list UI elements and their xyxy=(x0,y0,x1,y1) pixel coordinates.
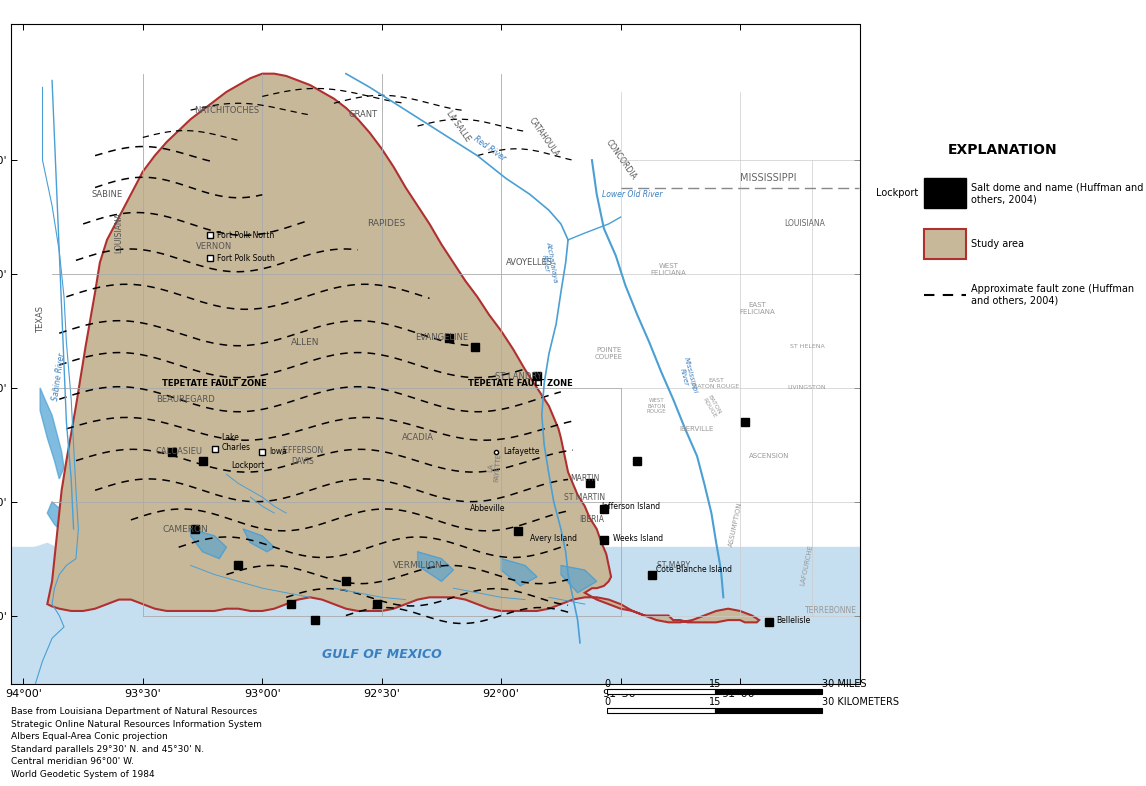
Text: ASSUMPTION: ASSUMPTION xyxy=(728,501,743,547)
Text: VERNON: VERNON xyxy=(196,242,233,252)
Polygon shape xyxy=(0,547,884,684)
Text: 15: 15 xyxy=(708,678,721,689)
Text: ST MARTIN: ST MARTIN xyxy=(564,493,605,501)
Text: Approximate fault zone (Huffman
and others, 2004): Approximate fault zone (Huffman and othe… xyxy=(971,284,1135,306)
Text: EAST
BATON ROUGE: EAST BATON ROUGE xyxy=(693,378,739,389)
Text: AVOYELLES: AVOYELLES xyxy=(507,258,554,267)
Text: Lockport: Lockport xyxy=(231,461,265,470)
Text: ASCENSION: ASCENSION xyxy=(748,454,788,459)
Text: MISSISSIPPI: MISSISSIPPI xyxy=(740,174,796,183)
Text: GULF OF MEXICO: GULF OF MEXICO xyxy=(322,648,441,661)
Text: Bellelisle: Bellelisle xyxy=(776,615,810,625)
Text: ALLEN: ALLEN xyxy=(291,338,320,347)
Polygon shape xyxy=(0,542,860,684)
Text: Cote Blanche Island: Cote Blanche Island xyxy=(657,565,732,575)
Text: Red River: Red River xyxy=(471,134,507,163)
Text: BEAUREGARD: BEAUREGARD xyxy=(157,395,215,404)
Text: Lake
Charles: Lake Charles xyxy=(221,433,251,452)
Text: CALCASIEU: CALCASIEU xyxy=(155,447,202,456)
Text: Lockport: Lockport xyxy=(877,189,918,198)
Text: TEXAS: TEXAS xyxy=(36,306,45,333)
Text: TEPETATE FAULT ZONE: TEPETATE FAULT ZONE xyxy=(162,379,267,387)
Text: 15: 15 xyxy=(708,697,721,707)
Text: Fort Polk North: Fort Polk North xyxy=(217,231,274,240)
Text: Lafayette: Lafayette xyxy=(503,447,540,456)
Text: LOUISIANA: LOUISIANA xyxy=(784,219,825,229)
Text: EVANGELINE: EVANGELINE xyxy=(415,333,468,342)
Text: VERMILION: VERMILION xyxy=(393,561,442,570)
Text: Jefferson Island: Jefferson Island xyxy=(602,501,660,511)
Text: CAMERON: CAMERON xyxy=(163,524,209,534)
Bar xyxy=(607,689,715,695)
Text: ST MARY: ST MARY xyxy=(657,561,690,570)
Text: 30 MILES: 30 MILES xyxy=(822,678,866,689)
Text: CATAHOULA: CATAHOULA xyxy=(527,116,562,159)
Text: TERREBONNE: TERREBONNE xyxy=(804,607,857,615)
Text: Atchafalaya
River: Atchafalaya River xyxy=(539,241,559,285)
Text: LA
FAYETTE: LA FAYETTE xyxy=(486,453,502,483)
Text: Lower Old River: Lower Old River xyxy=(602,190,662,199)
Polygon shape xyxy=(190,529,227,559)
Text: TEPETATE FAULT ZONE: TEPETATE FAULT ZONE xyxy=(468,379,573,387)
Polygon shape xyxy=(47,74,759,623)
Text: IBERVILLE: IBERVILLE xyxy=(680,426,714,432)
Text: MARTIN: MARTIN xyxy=(570,475,599,483)
Text: LAFOURCHE: LAFOURCHE xyxy=(800,544,815,586)
Text: SABINE: SABINE xyxy=(92,190,123,199)
Text: Salt dome and name (Huffman and
others, 2004): Salt dome and name (Huffman and others, … xyxy=(971,182,1144,204)
Text: LA SALLE: LA SALLE xyxy=(445,109,472,143)
Bar xyxy=(924,230,966,259)
Bar xyxy=(607,707,715,714)
Text: POINTE
COUPEE: POINTE COUPEE xyxy=(595,347,622,360)
Text: CONCORDIA: CONCORDIA xyxy=(604,138,637,182)
Text: LOUISIANA: LOUISIANA xyxy=(115,212,124,253)
Text: 30 KILOMETERS: 30 KILOMETERS xyxy=(822,697,900,707)
Polygon shape xyxy=(501,559,537,586)
Text: Avery Island: Avery Island xyxy=(529,534,576,542)
Text: ACADIA: ACADIA xyxy=(401,433,433,443)
Text: Study area: Study area xyxy=(971,239,1025,249)
Bar xyxy=(715,689,823,695)
Text: Iowa: Iowa xyxy=(269,447,288,456)
Text: ST LANDRY: ST LANDRY xyxy=(495,372,541,381)
Text: Weeks Island: Weeks Island xyxy=(613,534,664,542)
Polygon shape xyxy=(40,387,64,479)
Text: Fort Polk South: Fort Polk South xyxy=(217,254,275,263)
Text: IBERIA: IBERIA xyxy=(580,516,604,524)
Text: Base from Louisiana Department of Natural Resources
Strategic Online Natural Res: Base from Louisiana Department of Natura… xyxy=(11,707,262,779)
Text: RAPIDES: RAPIDES xyxy=(368,219,406,229)
Polygon shape xyxy=(47,501,84,559)
Text: LIVINGSTON: LIVINGSTON xyxy=(787,385,826,391)
Text: GRANT: GRANT xyxy=(348,110,377,119)
Text: JEFFERSON
DAVIS: JEFFERSON DAVIS xyxy=(282,446,324,466)
Text: Abbeville: Abbeville xyxy=(470,504,505,513)
Text: 0: 0 xyxy=(604,697,611,707)
Polygon shape xyxy=(560,565,597,593)
Text: EXPLANATION: EXPLANATION xyxy=(948,142,1058,156)
Polygon shape xyxy=(243,529,274,552)
Polygon shape xyxy=(417,552,454,582)
Text: Sabine River: Sabine River xyxy=(52,352,68,401)
Text: 0: 0 xyxy=(604,678,611,689)
Bar xyxy=(924,178,966,208)
Bar xyxy=(715,707,823,714)
Text: NATCHITOCHES: NATCHITOCHES xyxy=(194,105,259,115)
Text: Mississippi
River: Mississippi River xyxy=(676,357,699,396)
Text: EAST
FELICIANA: EAST FELICIANA xyxy=(739,302,775,314)
Text: BATON
ROUGE: BATON ROUGE xyxy=(701,394,722,418)
Text: ST HELENA: ST HELENA xyxy=(790,344,824,349)
Text: WEST
BATON
ROUGE: WEST BATON ROUGE xyxy=(646,398,666,414)
Text: WEST
FELICIANA: WEST FELICIANA xyxy=(651,263,686,276)
